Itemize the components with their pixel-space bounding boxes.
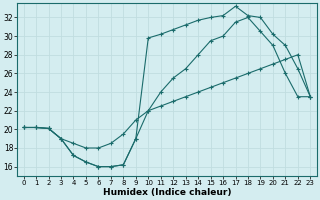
X-axis label: Humidex (Indice chaleur): Humidex (Indice chaleur): [103, 188, 231, 197]
